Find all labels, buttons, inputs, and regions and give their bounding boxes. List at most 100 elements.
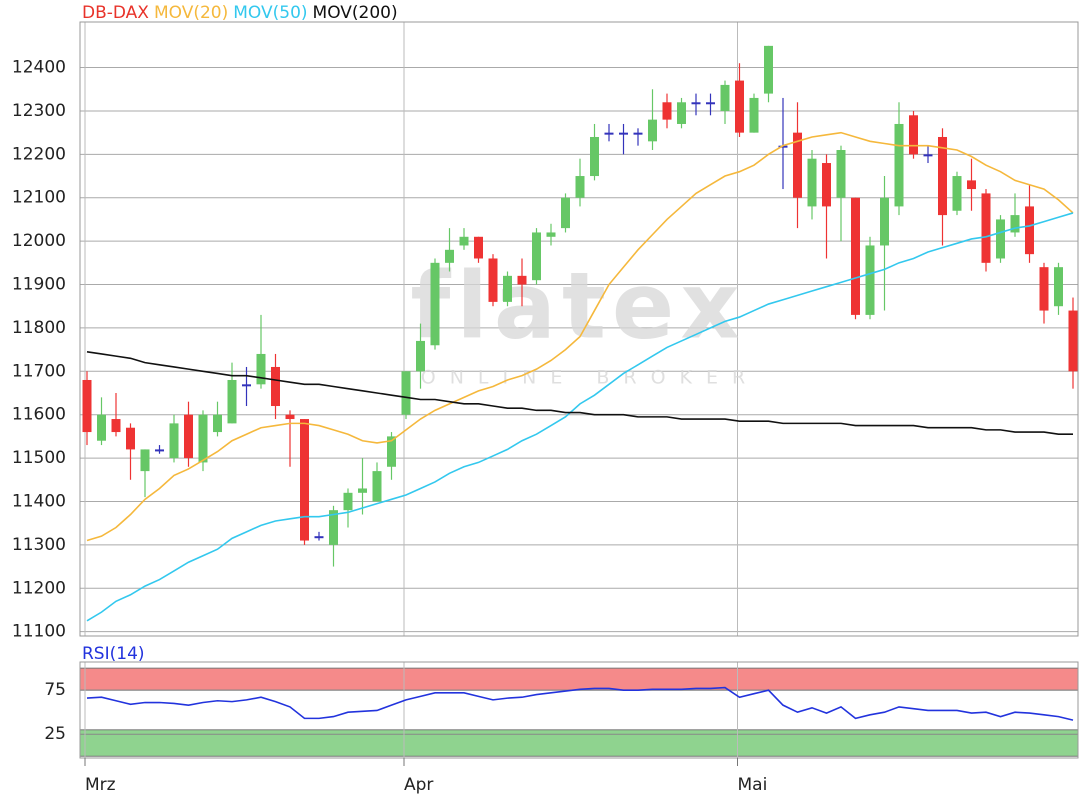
candle-body	[1068, 310, 1078, 372]
candle-body	[198, 414, 208, 463]
candle-body	[314, 536, 324, 539]
y-tick-label: 12000	[12, 231, 66, 251]
candle-body	[793, 132, 802, 198]
candle-body	[271, 366, 280, 407]
candle-body	[329, 510, 338, 545]
candle-body	[459, 236, 469, 246]
legend-entry: MOV(20)	[154, 3, 228, 23]
series-line	[86, 131, 1074, 542]
candle-body	[822, 163, 831, 207]
candle-body	[691, 102, 701, 105]
candle-body	[1010, 215, 1020, 233]
candle-body	[749, 97, 759, 133]
candle-body	[401, 371, 411, 415]
legend-entry: DB-DAX	[82, 3, 149, 23]
candle-body	[111, 419, 121, 433]
candle-body	[546, 232, 556, 237]
plot-area	[79, 21, 1079, 637]
series-line	[86, 212, 1074, 622]
candle-body	[474, 236, 483, 259]
candle-body	[343, 492, 353, 511]
candle-body	[169, 423, 179, 459]
candle-body	[735, 80, 744, 133]
legend-entry: MOV(50)	[233, 3, 307, 23]
candle-body	[575, 176, 585, 198]
band	[79, 667, 1079, 691]
candle-body	[1054, 267, 1063, 307]
watermark-sub: ONLINE BROKER	[421, 367, 759, 389]
y-tick-label: 11600	[12, 405, 66, 425]
candle-body	[1025, 206, 1034, 255]
watermark: flatex	[410, 252, 745, 359]
candle-body	[996, 219, 1005, 259]
candle-body	[517, 275, 527, 285]
candle-body	[604, 132, 614, 135]
candle-body	[909, 115, 918, 155]
y-tick-label: 11700	[12, 361, 66, 381]
candle-body	[430, 262, 440, 346]
y-tick-label: 11500	[12, 448, 66, 468]
candle-body	[952, 176, 962, 211]
y-tick-label: 11100	[12, 622, 66, 642]
y-tick-label: 11900	[12, 275, 66, 295]
candle-body	[126, 427, 135, 450]
plot-area	[79, 661, 1079, 759]
candle-body	[851, 197, 860, 315]
candle-body	[648, 119, 657, 142]
candle-body	[82, 379, 92, 433]
candle-body	[387, 436, 396, 467]
candle-body	[807, 158, 817, 207]
candle-body	[938, 136, 947, 216]
candle-body	[967, 180, 976, 190]
candle-body	[836, 150, 846, 198]
candle-body	[923, 154, 933, 157]
candle-body	[532, 232, 541, 281]
legend-entry: MOV(200)	[313, 3, 398, 23]
y-tick-label: 12100	[12, 188, 66, 208]
candle-body	[503, 275, 512, 302]
panel-label: RSI(14)	[82, 644, 145, 664]
candle-body	[285, 414, 295, 420]
candle-body	[894, 123, 904, 207]
x-tick-label: Mai	[738, 775, 768, 795]
candle-body	[227, 379, 237, 424]
y-tick-label: 12400	[12, 58, 66, 78]
candle-body	[416, 340, 425, 372]
candle-body	[184, 414, 193, 459]
y-tick-label: 12200	[12, 144, 66, 164]
y-tick-label: 25	[44, 724, 66, 744]
candle-body	[706, 102, 715, 105]
candle-body	[981, 193, 991, 263]
candle-body	[242, 384, 251, 387]
candle-body	[677, 102, 686, 124]
candle-body	[155, 449, 164, 452]
y-tick-label: 11200	[12, 578, 66, 598]
candle-body	[561, 197, 570, 229]
candle-body	[256, 353, 266, 385]
candle-body	[1039, 267, 1049, 311]
series-line	[86, 350, 1073, 436]
x-tick-label: Apr	[404, 775, 433, 795]
candle-body	[97, 414, 106, 441]
legend: DB-DAX MOV(20) MOV(50) MOV(200)	[82, 3, 398, 23]
y-tick-label: 11300	[12, 535, 66, 555]
y-tick-label: 75	[44, 680, 66, 700]
candle-body	[764, 45, 773, 94]
candle-body	[778, 145, 788, 148]
candle-body	[880, 197, 889, 246]
candle-body	[590, 136, 599, 177]
candle-body	[488, 258, 498, 302]
candle-body	[865, 245, 875, 315]
candle-body	[619, 132, 628, 135]
candle-body	[213, 414, 222, 433]
candle-body	[300, 419, 309, 541]
x-tick-label: Mrz	[85, 775, 116, 795]
candle-body	[445, 249, 454, 263]
series-line	[86, 686, 1074, 721]
y-tick-label: 11800	[12, 318, 66, 338]
candle-body	[372, 471, 382, 502]
candle-body	[633, 132, 643, 135]
candle-body	[662, 102, 672, 120]
y-tick-label: 12300	[12, 101, 66, 121]
